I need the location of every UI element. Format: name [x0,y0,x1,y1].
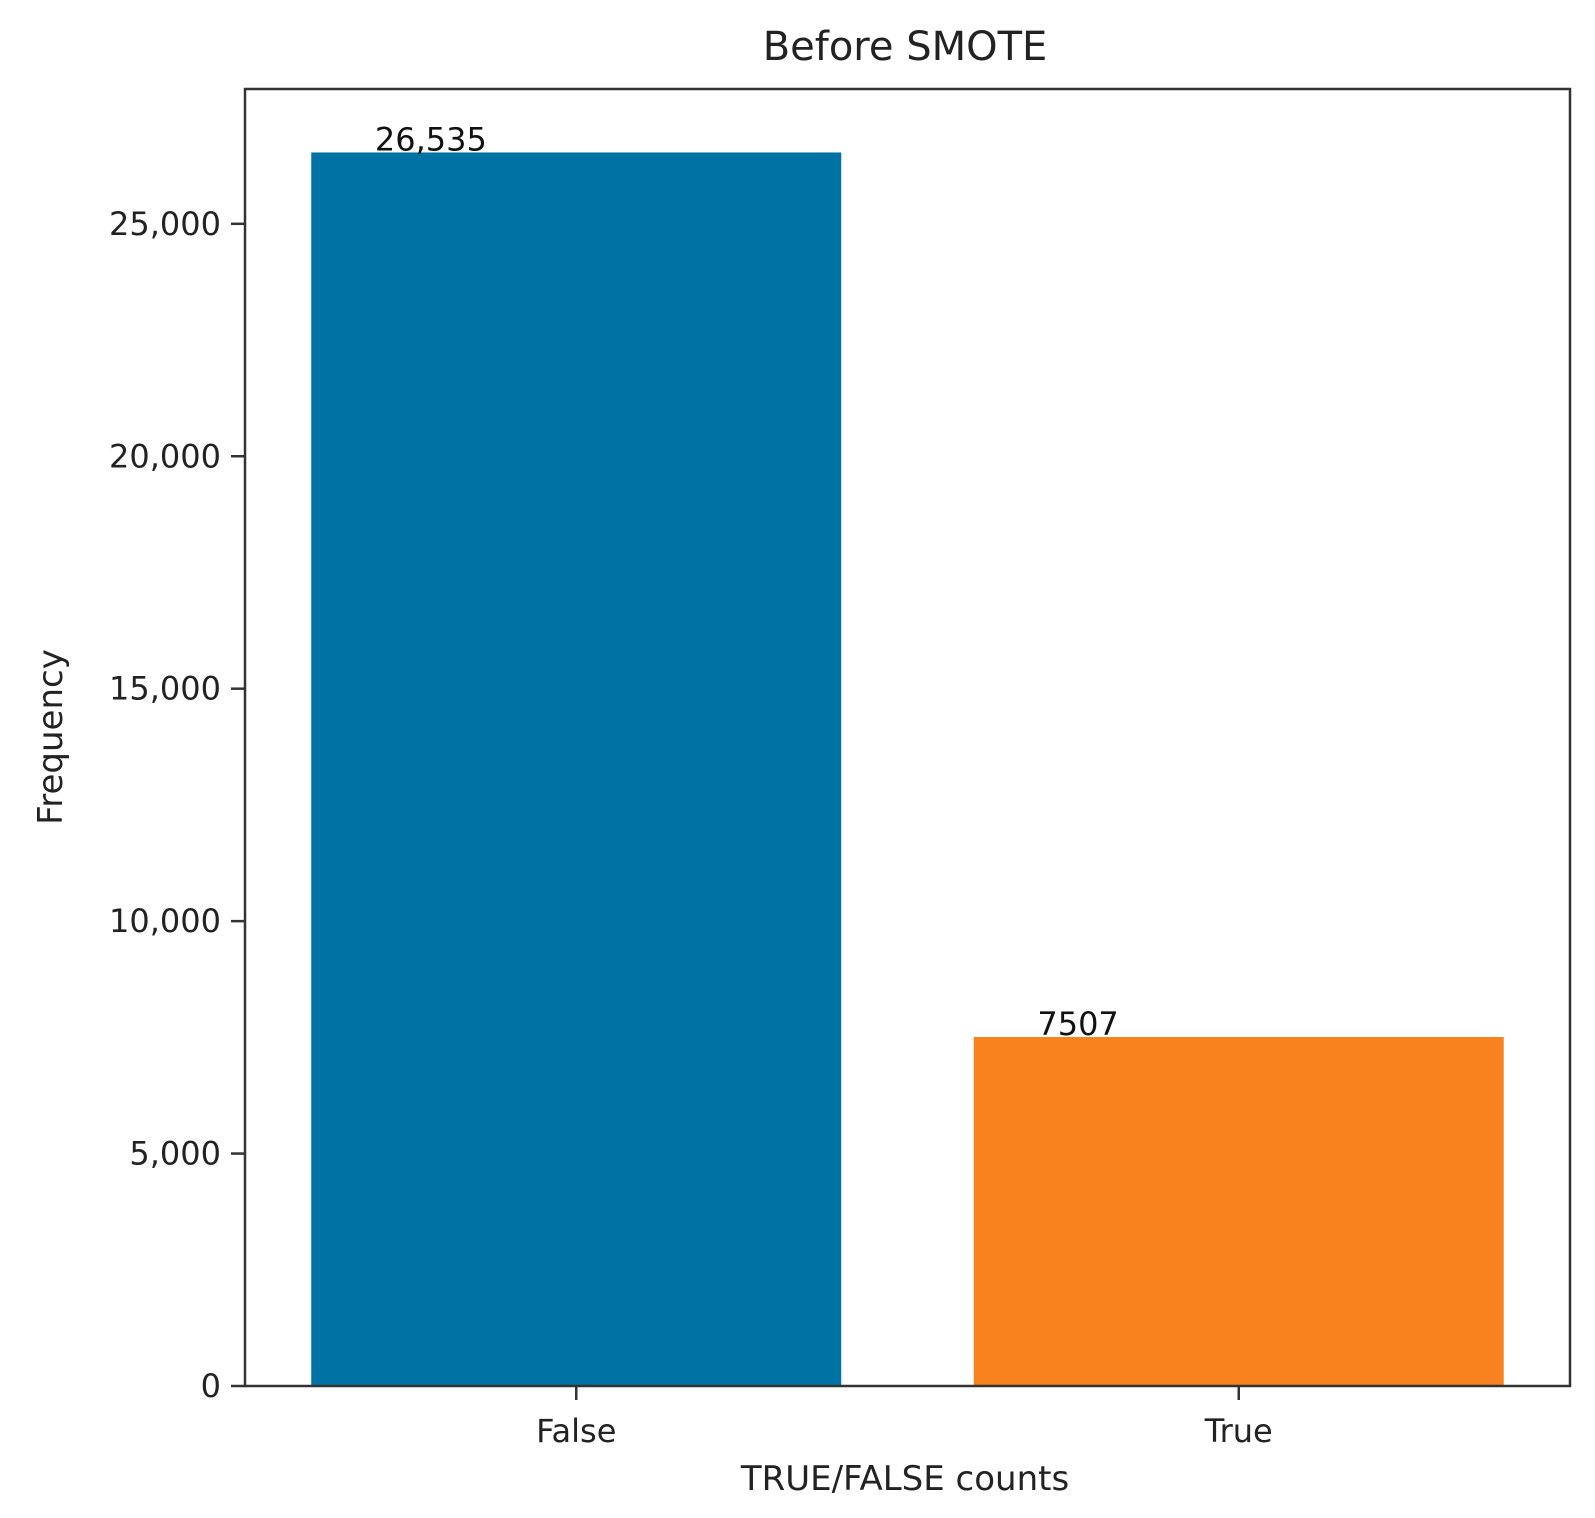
y-tick-label: 5,000 [129,1135,221,1173]
x-tick-label-true: True [1204,1412,1273,1450]
value-labels-group: 26,535 7507 [375,120,1119,1043]
x-axis-label: TRUE/FALSE counts [740,1459,1069,1499]
y-tick-label: 20,000 [109,437,221,475]
plot-frame [243,87,1572,1388]
bar-false [311,152,842,1387]
y-tick-label: 25,000 [109,205,221,243]
bar-true [973,1037,1504,1386]
chart-title: Before SMOTE [763,24,1048,70]
y-tick-label: 15,000 [109,670,221,708]
x-axis-ticks: False True [536,1386,1273,1450]
bars-group [311,152,1504,1387]
y-tick-label: 0 [201,1367,221,1405]
value-label-true: 7507 [1037,1005,1118,1043]
y-tick-label: 10,000 [109,902,221,940]
x-tick-label-false: False [536,1412,616,1450]
y-axis-label: Frequency [31,649,71,825]
value-label-false: 26,535 [375,120,487,158]
y-axis-ticks: 0 5,000 10,000 15,000 20,000 25,000 [109,205,245,1405]
